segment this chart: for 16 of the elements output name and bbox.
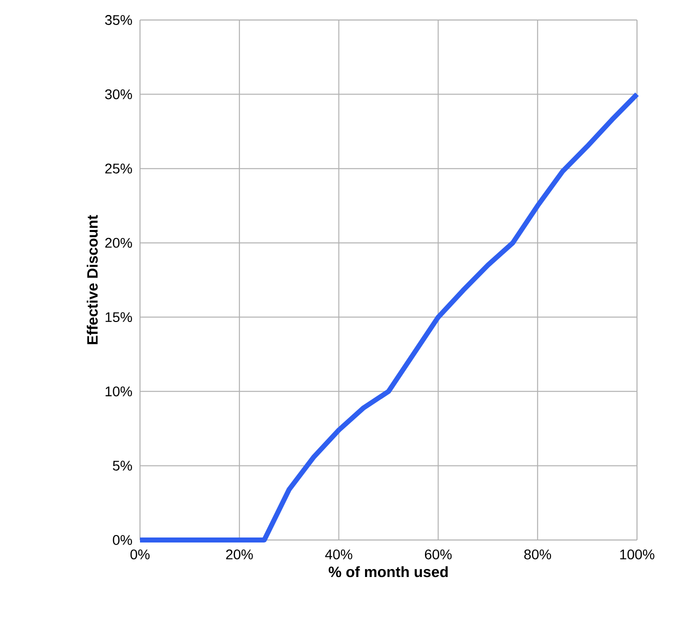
y-tick-label: 5% (112, 460, 132, 471)
x-axis-title: % of month used (328, 566, 448, 578)
x-tick-label: 0% (130, 549, 150, 560)
y-tick-label: 0% (112, 535, 132, 545)
x-tick-label: 60% (424, 549, 452, 560)
y-tick-label: 25% (105, 164, 132, 174)
y-tick-label: 30% (105, 89, 132, 100)
y-tick-label: 20% (105, 238, 132, 248)
x-tick-label: 20% (226, 549, 253, 560)
y-axis-title: Effective Discount (86, 215, 98, 344)
y-tick-label: 10% (106, 386, 132, 396)
y-tick-label: 15% (106, 312, 132, 322)
x-tick-label: 40% (325, 549, 352, 560)
x-tick-label: 80% (524, 549, 552, 560)
x-tick-label: 100% (620, 549, 654, 560)
y-tick-label: 35% (105, 15, 132, 25)
